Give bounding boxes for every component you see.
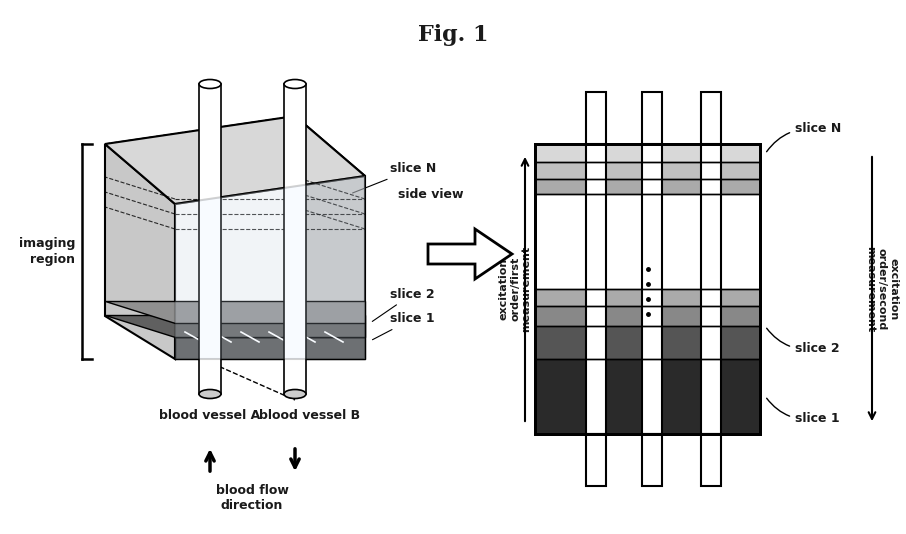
Bar [535, 306, 760, 326]
Text: Fig. 1: Fig. 1 [418, 24, 488, 46]
Bar [586, 92, 606, 144]
Text: excitation
order/first
measurement: excitation order/first measurement [498, 246, 532, 332]
Bar [535, 289, 760, 306]
Text: blood flow
direction: blood flow direction [216, 484, 288, 512]
Text: slice N: slice N [352, 162, 437, 193]
Ellipse shape [284, 80, 306, 89]
Polygon shape [295, 116, 365, 359]
Bar [642, 434, 662, 486]
Bar [586, 144, 606, 434]
Bar [535, 179, 760, 194]
Text: blood vessel A: blood vessel A [159, 409, 261, 422]
Text: slice 2: slice 2 [766, 328, 840, 356]
Bar [700, 434, 720, 486]
Polygon shape [175, 176, 365, 359]
Bar [700, 92, 720, 144]
Text: slice 2: slice 2 [372, 287, 435, 321]
Bar [700, 144, 720, 434]
Bar [284, 84, 306, 394]
Bar [535, 359, 760, 434]
Bar [535, 144, 760, 434]
Bar [642, 144, 662, 434]
Polygon shape [105, 315, 365, 337]
Bar [535, 162, 760, 179]
Text: side view: side view [398, 187, 464, 200]
Polygon shape [105, 301, 365, 323]
Bar [586, 434, 606, 486]
Text: slice 1: slice 1 [766, 398, 840, 426]
Bar [535, 326, 760, 359]
Polygon shape [428, 229, 512, 279]
Bar [535, 144, 760, 434]
Text: imaging
region: imaging region [19, 238, 75, 265]
Polygon shape [175, 337, 365, 359]
Text: excitation
order/second
measurement: excitation order/second measurement [865, 246, 899, 332]
Bar [535, 144, 760, 162]
Ellipse shape [284, 389, 306, 398]
Polygon shape [175, 323, 365, 337]
Ellipse shape [199, 80, 221, 89]
Text: blood vessel B: blood vessel B [259, 409, 361, 422]
Polygon shape [105, 144, 175, 359]
Bar [535, 144, 760, 434]
Ellipse shape [199, 389, 221, 398]
Text: slice N: slice N [766, 122, 842, 152]
Polygon shape [105, 116, 365, 204]
Bar [199, 84, 221, 394]
Polygon shape [175, 176, 365, 359]
Bar [642, 92, 662, 144]
Text: slice 1: slice 1 [372, 312, 435, 340]
